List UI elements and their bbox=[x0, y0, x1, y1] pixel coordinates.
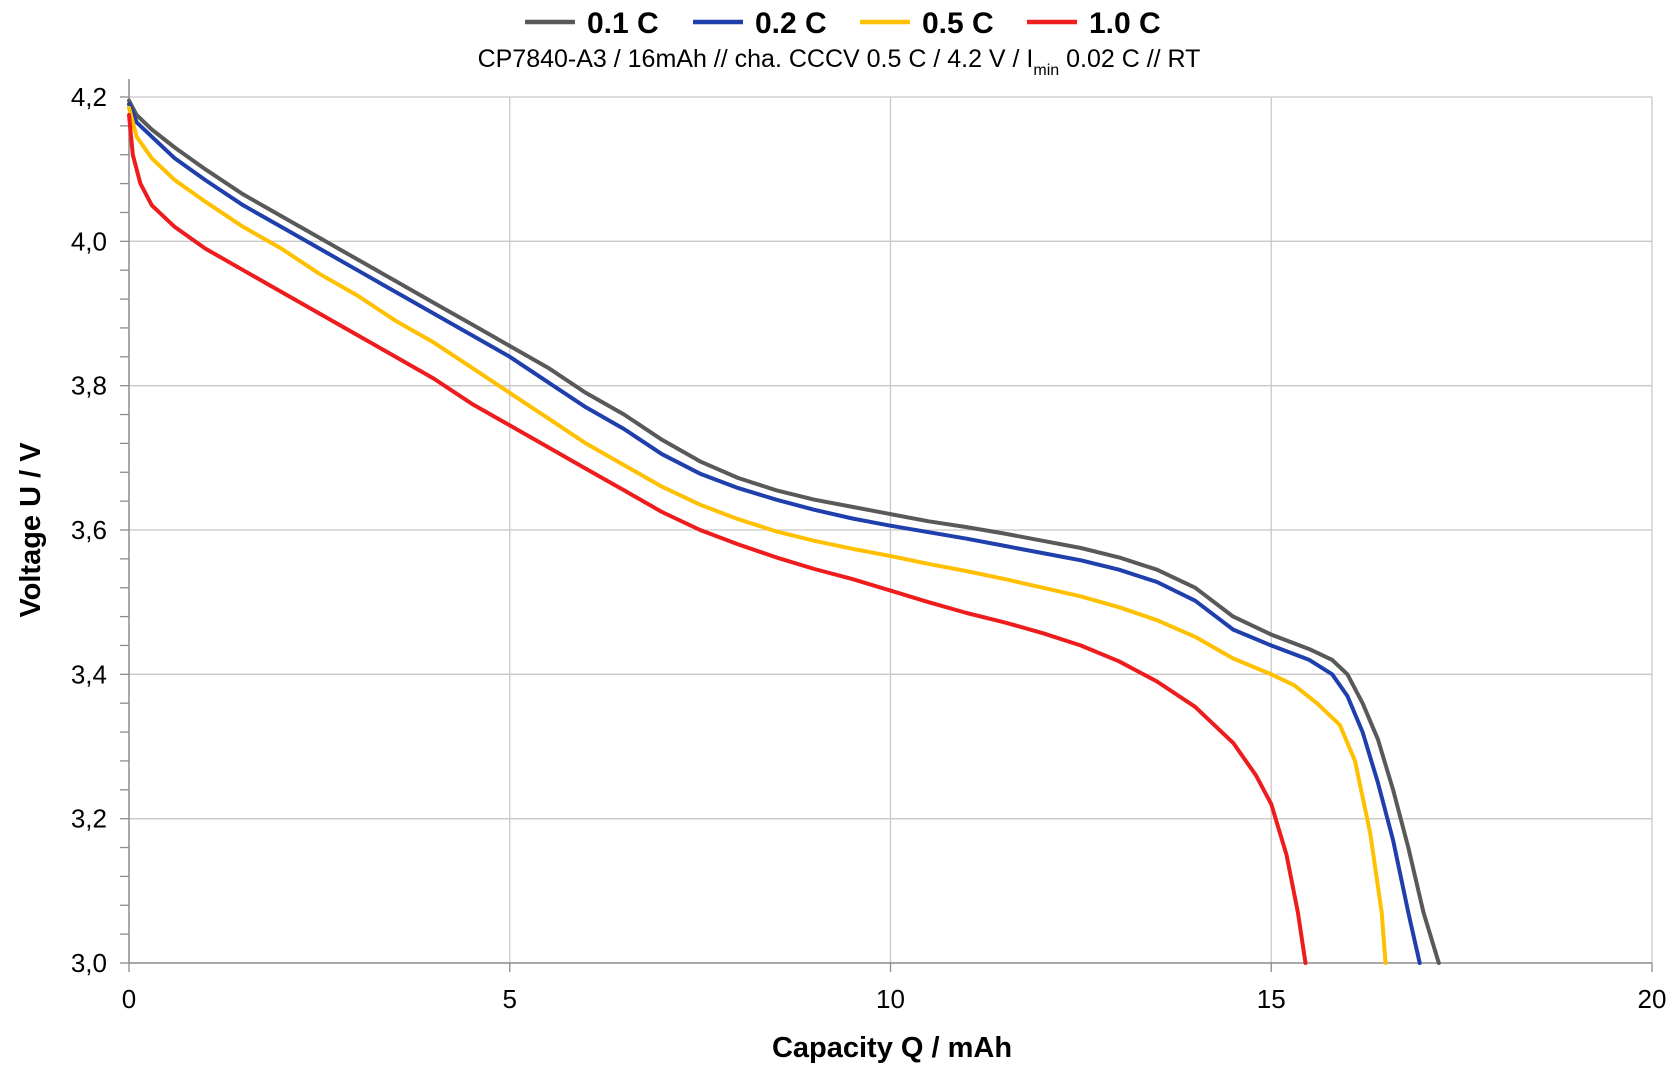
legend-label-1-0-c: 1.0 C bbox=[1089, 7, 1161, 40]
legend-label-0-1-c: 0.1 C bbox=[587, 7, 659, 40]
y-axis-title: Voltage U / V bbox=[15, 442, 47, 618]
legend: 0.1 C 0.2 C 0.5 C 1.0 C bbox=[525, 7, 1161, 40]
subtitle-subscript: min bbox=[1033, 62, 1059, 79]
y-tick-label-1: 3,2 bbox=[71, 804, 107, 834]
y-tick-label-5: 4,0 bbox=[71, 226, 107, 256]
x-tick-label-2: 10 bbox=[876, 984, 905, 1014]
x-tick-label-1: 5 bbox=[503, 984, 517, 1014]
series-line-0-1-c bbox=[127, 98, 1441, 965]
series-line-0-2-c bbox=[127, 102, 1422, 965]
subtitle-suffix: 0.02 C // RT bbox=[1059, 45, 1200, 73]
x-axis-title: Capacity Q / mAh bbox=[772, 1032, 1012, 1064]
x-tick-label-0: 0 bbox=[122, 984, 136, 1014]
series-line-1-0-c bbox=[127, 113, 1308, 965]
x-tick-label-3: 15 bbox=[1257, 984, 1286, 1014]
axes bbox=[120, 79, 1653, 972]
y-tick-label-6: 4,2 bbox=[71, 82, 107, 112]
series-line-0-5-c bbox=[127, 105, 1388, 965]
subtitle-prefix: CP7840-A3 / 16mAh // cha. CCCV 0.5 C / 4… bbox=[478, 45, 1034, 73]
y-tick-label-0: 3,0 bbox=[71, 948, 107, 978]
legend-label-0-2-c: 0.2 C bbox=[755, 7, 827, 40]
grid bbox=[129, 96, 1653, 963]
series-group bbox=[127, 98, 1441, 965]
legend-label-0-5-c: 0.5 C bbox=[922, 7, 994, 40]
x-tick-label-4: 20 bbox=[1638, 984, 1667, 1014]
y-tick-label-4: 3,8 bbox=[71, 371, 107, 401]
chart-subtitle: CP7840-A3 / 16mAh // cha. CCCV 0.5 C / 4… bbox=[478, 45, 1201, 79]
y-tick-label-3: 3,6 bbox=[71, 515, 107, 545]
y-tick-label-2: 3,4 bbox=[71, 659, 107, 689]
tick-labels: 3,0 3,2 3,4 3,6 3,8 4,0 4,2 0 5 10 15 20 bbox=[71, 82, 1667, 1014]
